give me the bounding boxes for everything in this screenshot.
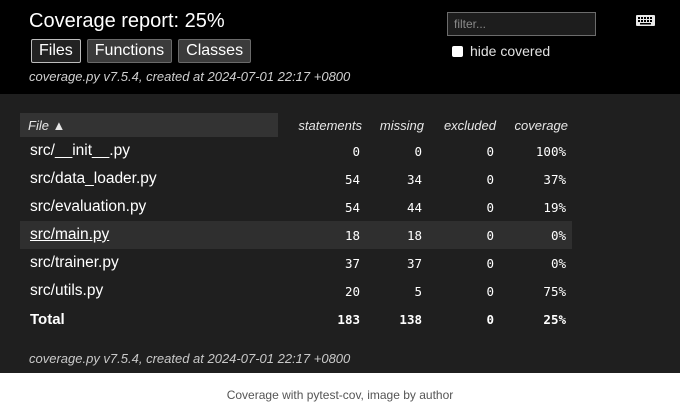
statements-cell: 37 xyxy=(344,255,360,271)
hide-covered-label: hide covered xyxy=(470,43,551,59)
footer-created-info: coverage.py v7.5.4, created at 2024-07-0… xyxy=(29,351,351,366)
table-row: src/utils.py 20 5 0 75% xyxy=(20,277,572,305)
file-link[interactable]: src/trainer.py xyxy=(30,254,119,271)
table-row-hovered: src/main.py 18 18 0 0% xyxy=(20,221,572,249)
missing-cell: 44 xyxy=(406,199,422,215)
tab-functions[interactable]: Functions xyxy=(86,39,173,63)
total-label: Total xyxy=(30,310,65,328)
created-info: coverage.py v7.5.4, created at 2024-07-0… xyxy=(29,69,351,84)
missing-cell: 5 xyxy=(414,283,422,299)
table-header-row: File ▲ statements missing excluded cover… xyxy=(20,113,572,137)
table-row: src/__init__.py 0 0 0 100% xyxy=(20,137,572,165)
coverage-cell: 0% xyxy=(500,221,572,249)
column-header-excluded[interactable]: excluded xyxy=(443,117,496,133)
total-statements: 183 xyxy=(337,311,360,327)
coverage-cell: 100% xyxy=(535,143,566,159)
column-header-statements[interactable]: statements xyxy=(298,117,362,133)
excluded-cell: 0 xyxy=(486,171,494,187)
excluded-cell: 0 xyxy=(486,255,494,271)
file-link[interactable]: src/__init__.py xyxy=(30,142,130,159)
table-row: src/evaluation.py 54 44 0 19% xyxy=(20,193,572,221)
coverage-cell: 19% xyxy=(543,199,566,215)
coverage-table: File ▲ statements missing excluded cover… xyxy=(20,113,572,333)
file-link[interactable]: src/data_loader.py xyxy=(30,170,157,187)
missing-cell: 34 xyxy=(406,171,422,187)
file-link[interactable]: src/evaluation.py xyxy=(30,198,147,215)
missing-cell: 37 xyxy=(406,255,422,271)
missing-cell: 0 xyxy=(414,143,422,159)
tab-files[interactable]: Files xyxy=(31,39,81,63)
total-missing: 138 xyxy=(399,311,422,327)
statements-cell: 54 xyxy=(344,171,360,187)
view-tabs: Files Functions Classes xyxy=(31,39,252,63)
total-excluded: 0 xyxy=(486,311,494,327)
hide-covered-checkbox[interactable] xyxy=(452,45,463,57)
table-row: src/trainer.py 37 37 0 0% xyxy=(20,249,572,277)
file-link[interactable]: src/utils.py xyxy=(30,282,104,299)
total-row: Total 183 138 0 25% xyxy=(20,305,572,333)
coverage-cell: 75% xyxy=(543,283,566,299)
column-header-missing[interactable]: missing xyxy=(379,117,424,133)
excluded-cell: 0 xyxy=(428,221,500,249)
statements-cell: 20 xyxy=(344,283,360,299)
image-caption: Coverage with pytest-cov, image by autho… xyxy=(226,388,454,402)
excluded-cell: 0 xyxy=(486,143,494,159)
filter-input[interactable] xyxy=(447,12,596,36)
column-header-coverage[interactable]: coverage xyxy=(514,117,568,133)
coverage-cell: 0% xyxy=(550,255,566,271)
report-header: Coverage report: 25% Files Functions Cla… xyxy=(0,0,680,94)
total-coverage: 25% xyxy=(543,311,566,327)
statements-cell: 54 xyxy=(344,199,360,215)
table-row: src/data_loader.py 54 34 0 37% xyxy=(20,165,572,193)
statements-cell: 0 xyxy=(352,143,360,159)
coverage-cell: 37% xyxy=(543,171,566,187)
statements-cell: 18 xyxy=(278,221,366,249)
hide-covered-control[interactable]: hide covered xyxy=(452,43,550,59)
excluded-cell: 0 xyxy=(486,199,494,215)
excluded-cell: 0 xyxy=(486,283,494,299)
keyboard-icon[interactable] xyxy=(636,15,655,26)
file-link[interactable]: src/main.py xyxy=(20,221,278,249)
tab-classes[interactable]: Classes xyxy=(178,39,252,63)
column-header-file[interactable]: File ▲ xyxy=(20,113,278,137)
coverage-report-screenshot: Coverage report: 25% Files Functions Cla… xyxy=(0,0,680,373)
page-title: Coverage report: 25% xyxy=(29,10,225,32)
missing-cell: 18 xyxy=(366,221,428,249)
